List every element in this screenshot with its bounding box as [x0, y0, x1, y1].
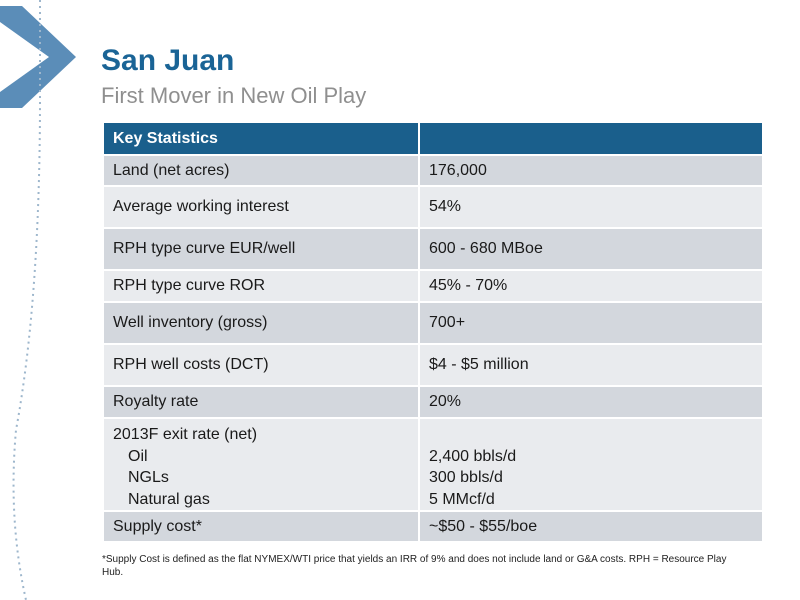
table-row: RPH type curve EUR/well 600 - 680 MBoe [102, 227, 764, 271]
slide-decoration [0, 0, 76, 600]
row-value: 45% - 70% [418, 269, 764, 303]
row-label: Average working interest [102, 185, 420, 229]
row-label: Royalty rate [102, 385, 420, 419]
row-label: 2013F exit rate (net) [113, 426, 258, 443]
table-header-label: Key Statistics [102, 121, 420, 156]
sub-row-value: 5 MMcf/d [429, 490, 495, 508]
table-row: Well inventory (gross) 700+ [102, 301, 764, 345]
row-value: 54% [418, 185, 764, 229]
row-label: Land (net acres) [102, 154, 420, 187]
sub-row-value: 2,400 bbls/d [429, 447, 517, 465]
footnote: *Supply Cost is defined as the flat NYME… [102, 554, 727, 578]
page-title: San Juan [101, 44, 235, 77]
key-statistics-table: Key Statistics Land (net acres) 176,000 … [102, 121, 764, 543]
table-row: Land (net acres) 176,000 [102, 154, 764, 187]
row-value-spacer [429, 424, 753, 446]
row-value: 700+ [418, 301, 764, 345]
table-row: Supply cost* ~$50 - $55/boe [102, 510, 764, 543]
row-value-group: 2,400 bbls/d 300 bbls/d 5 MMcf/d [418, 417, 764, 512]
sub-row-value: 300 bbls/d [429, 469, 503, 486]
table-header-blank [418, 121, 764, 156]
sub-row-label: Natural gas [128, 490, 210, 508]
sub-row-label: NGLs [128, 469, 169, 486]
row-label: RPH well costs (DCT) [102, 343, 420, 387]
row-value: 20% [418, 385, 764, 419]
table-row: 2013F exit rate (net) Oil NGLs Natural g… [102, 417, 764, 512]
row-label: Supply cost* [102, 510, 420, 543]
row-label: RPH type curve EUR/well [102, 227, 420, 271]
table-row: RPH well costs (DCT) $4 - $5 million [102, 343, 764, 387]
row-value: 176,000 [418, 154, 764, 187]
chevron-right-icon [0, 6, 76, 108]
table-row: Royalty rate 20% [102, 385, 764, 419]
row-label-group: 2013F exit rate (net) Oil NGLs Natural g… [102, 417, 420, 512]
row-value: ~$50 - $55/boe [418, 510, 764, 543]
row-label: RPH type curve ROR [102, 269, 420, 303]
dotted-curve-icon [12, 0, 41, 600]
row-value: $4 - $5 million [418, 343, 764, 387]
sub-row-label: Oil [128, 447, 148, 465]
table-row: RPH type curve ROR 45% - 70% [102, 269, 764, 303]
page-subtitle: First Mover in New Oil Play [101, 83, 367, 108]
table-header-row: Key Statistics [102, 121, 764, 156]
row-label: Well inventory (gross) [102, 301, 420, 345]
row-value: 600 - 680 MBoe [418, 227, 764, 271]
table-row: Average working interest 54% [102, 185, 764, 229]
